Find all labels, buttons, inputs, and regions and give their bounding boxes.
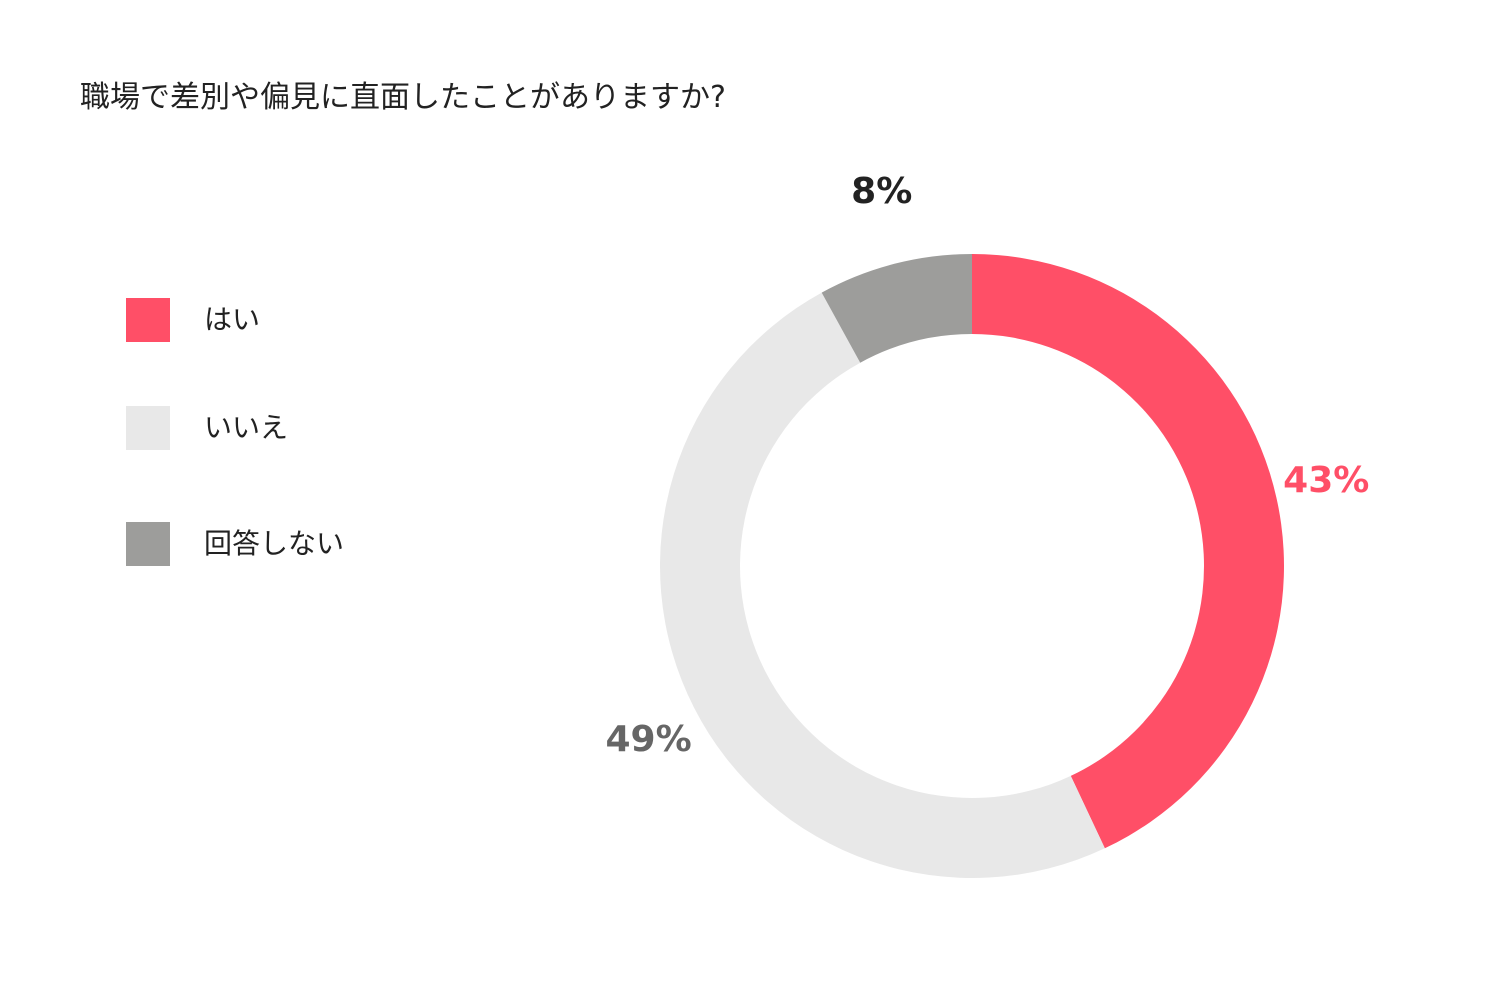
chart-title: 職場で差別や偏見に直面したことがありますか? [80,80,726,115]
slice-no [660,292,1105,878]
legend-swatch-yes [126,298,170,342]
legend-item-no-answer: 回答しない [126,522,426,566]
legend-item-no: いいえ [126,406,426,450]
legend-swatch-no [126,406,170,450]
legend-label-yes: はい [204,303,261,336]
slice-yes [972,254,1284,849]
legend-item-yes: はい [126,298,426,342]
legend-swatch-no-answer [126,522,170,566]
legend-label-no: いいえ [204,411,289,444]
data-label-no: 49% [605,719,691,760]
data-label-yes: 43% [1283,460,1369,501]
slice-no-answer [821,254,972,363]
data-label-no-answer: 8% [851,171,912,212]
legend-label-no-answer: 回答しない [204,527,345,560]
